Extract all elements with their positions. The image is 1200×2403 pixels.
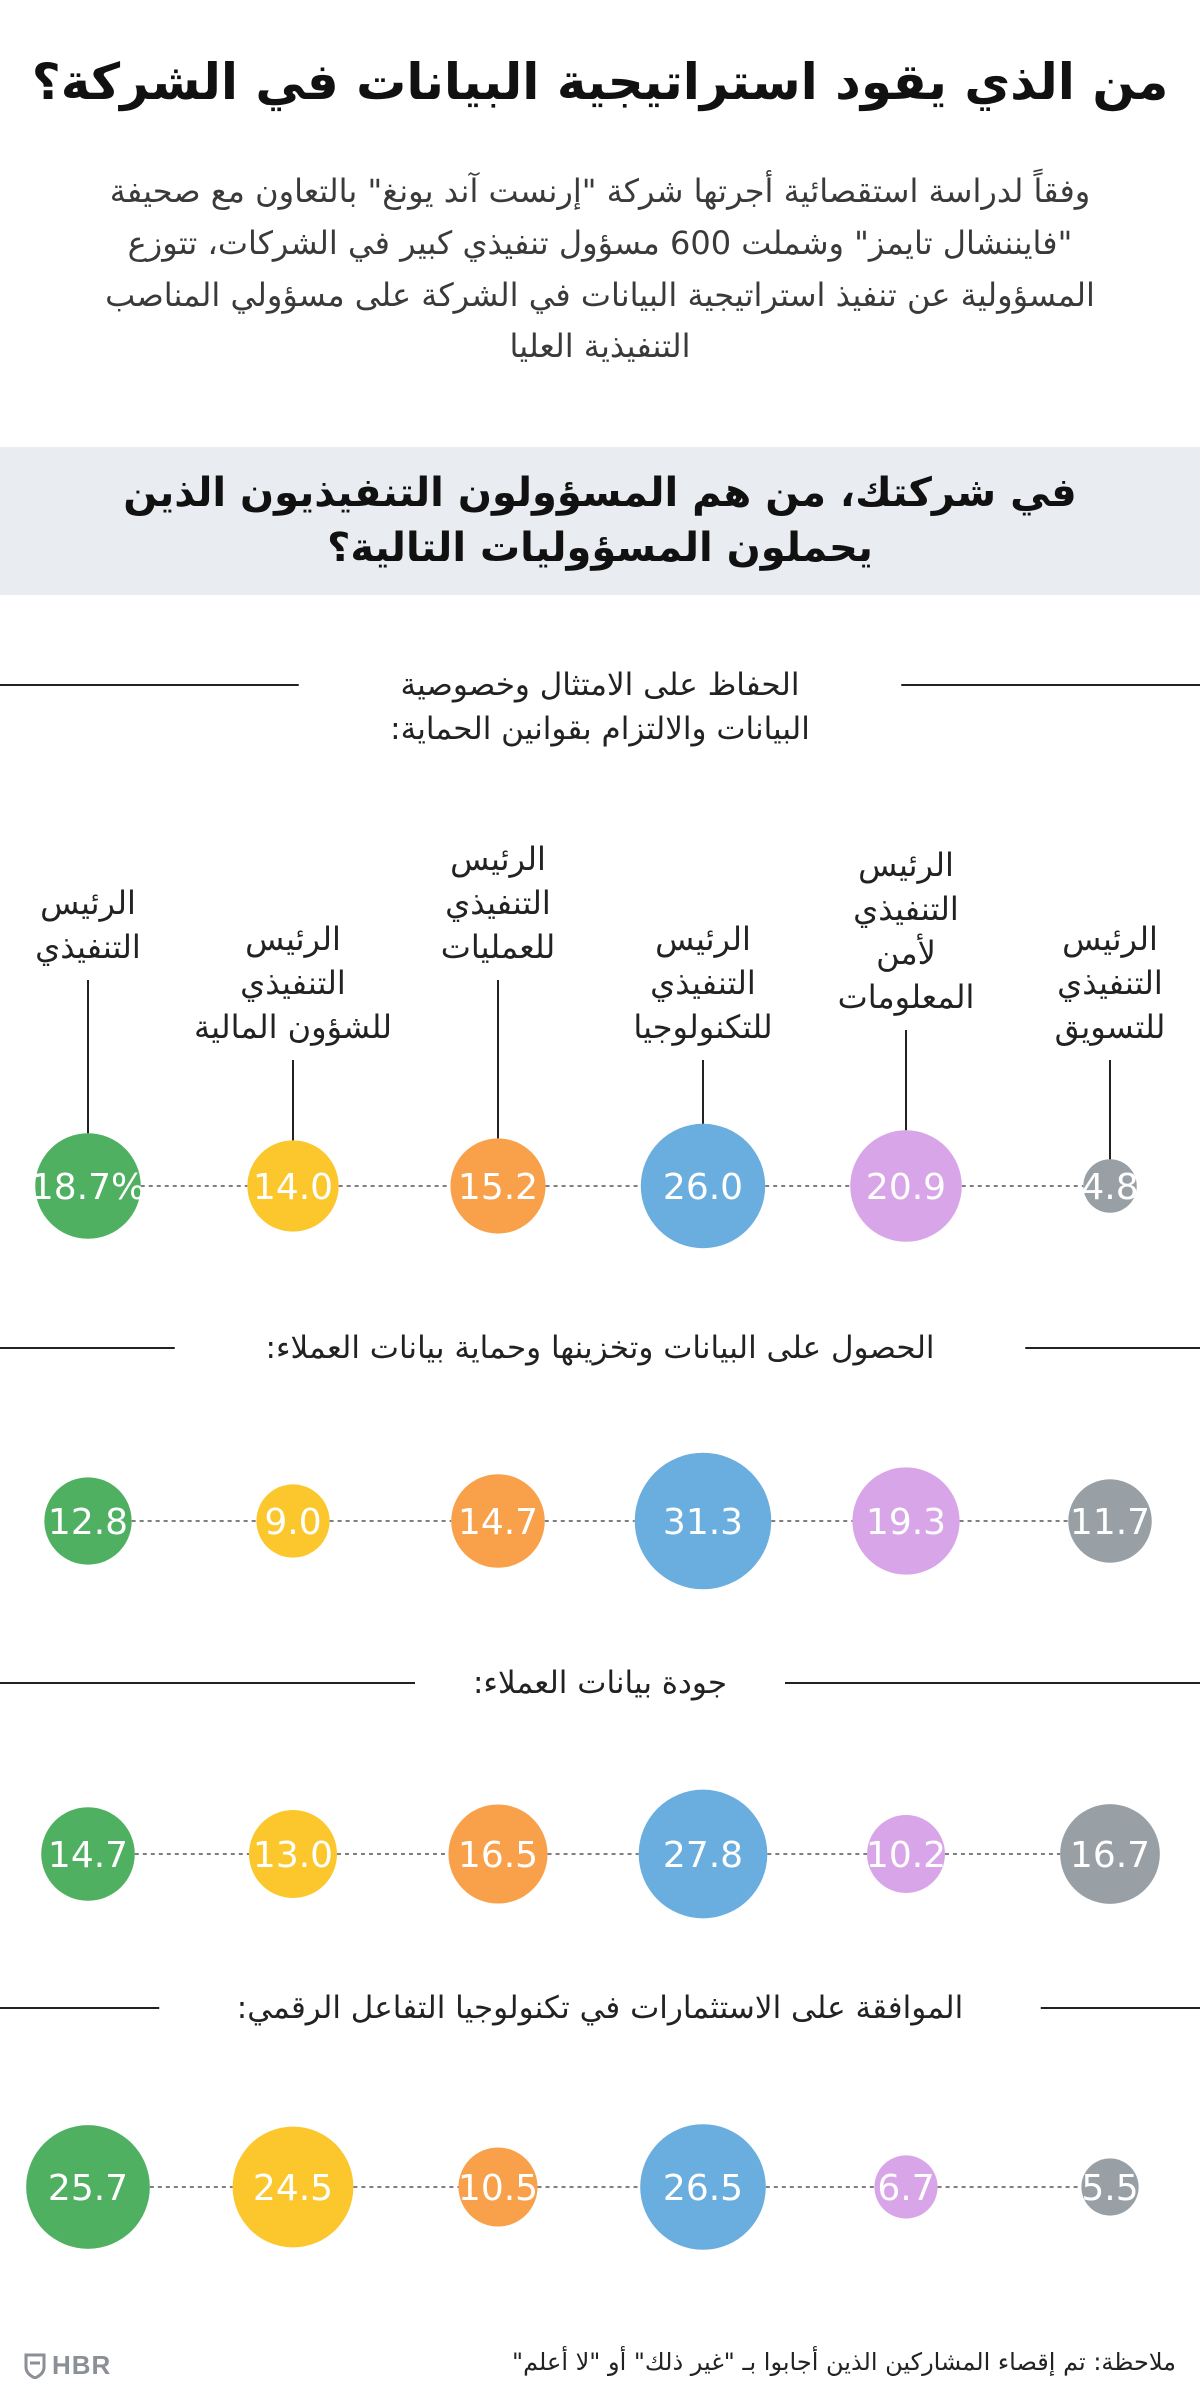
bubble-value-label: 25.7 bbox=[48, 2168, 128, 2209]
bubble-value-label: 11.7 bbox=[1070, 1502, 1150, 1543]
bubble bbox=[867, 1815, 945, 1893]
shield-icon bbox=[24, 2353, 46, 2379]
footnote: ملاحظة: تم إقصاء المشاركين الذين أجابوا … bbox=[512, 2348, 1176, 2376]
question-heading: في شركتك، من هم المسؤولون التنفيذيون الذ… bbox=[123, 469, 1077, 571]
section-label: الحصول على البيانات وتخزينها وحماية بيان… bbox=[266, 1330, 935, 1366]
bubble bbox=[35, 1133, 141, 1239]
hbr-logo: HBR bbox=[24, 2350, 111, 2381]
bubble bbox=[458, 2147, 538, 2227]
bubble bbox=[638, 1789, 768, 1919]
section-label: جودة بيانات العملاء: bbox=[473, 1665, 727, 1701]
section-label: الموافقة على الاستثمارات في تكنولوجيا ال… bbox=[237, 1990, 963, 2026]
bubble bbox=[44, 1477, 132, 1565]
bubble bbox=[41, 1807, 135, 1901]
category-label: الرئيس التنفيذي للشؤون المالية bbox=[194, 920, 392, 1046]
bubble-value-label: 24.5 bbox=[253, 2168, 333, 2209]
bubble bbox=[640, 2124, 766, 2250]
category-label: الرئيس التنفيذي للعمليات bbox=[441, 840, 555, 966]
bubble bbox=[1060, 1804, 1160, 1904]
bubble bbox=[450, 1138, 546, 1234]
bubble-value-label: 18.7% bbox=[31, 1167, 145, 1208]
bubble bbox=[26, 2125, 150, 2249]
bubble bbox=[850, 1130, 962, 1242]
logo-text: HBR bbox=[52, 2350, 112, 2380]
bubble-value-label: 6.7 bbox=[877, 2168, 934, 2209]
bubble-value-label: 14.0 bbox=[253, 1167, 333, 1208]
bubble bbox=[1083, 1159, 1137, 1213]
bubble-value-label: 5.5 bbox=[1081, 2168, 1138, 2209]
bubble bbox=[247, 1140, 339, 1232]
bubble bbox=[1068, 1479, 1152, 1563]
category-label: الرئيس التنفيذي للتكنولوجيا bbox=[633, 920, 772, 1046]
bubble-value-label: 9.0 bbox=[264, 1502, 321, 1543]
bubble bbox=[232, 2126, 354, 2248]
question-band: في شركتك، من هم المسؤولون التنفيذيون الذ… bbox=[0, 447, 1200, 595]
bubble-value-label: 31.3 bbox=[663, 1502, 743, 1543]
category-label: الرئيس التنفيذي لأمن المعلومات bbox=[838, 846, 975, 1016]
footer: HBR ملاحظة: تم إقصاء المشاركين الذين أجا… bbox=[0, 2340, 1200, 2400]
bubble-value-label: 14.7 bbox=[48, 1835, 128, 1876]
bubble bbox=[640, 1123, 766, 1249]
category-label: الرئيس التنفيذي bbox=[35, 884, 141, 966]
bubble bbox=[448, 1804, 548, 1904]
bubble-value-label: 10.2 bbox=[866, 1835, 946, 1876]
bubble-value-label: 26.0 bbox=[663, 1167, 743, 1208]
bubble bbox=[249, 1810, 337, 1898]
bubble-value-label: 13.0 bbox=[253, 1835, 333, 1876]
bubble bbox=[256, 1484, 330, 1558]
bubble-value-label: 15.2 bbox=[458, 1167, 538, 1208]
bubble bbox=[634, 1452, 772, 1590]
bubble bbox=[852, 1467, 960, 1575]
bubble-value-label: 26.5 bbox=[663, 2168, 743, 2209]
bubble-value-label: 10.5 bbox=[458, 2168, 538, 2209]
bubble-value-label: 16.7 bbox=[1070, 1835, 1150, 1876]
bubble-value-label: 19.3 bbox=[866, 1502, 946, 1543]
bubble bbox=[1081, 2158, 1139, 2216]
bubble bbox=[451, 1474, 545, 1568]
bubble-value-label: 16.5 bbox=[458, 1835, 538, 1876]
category-label: الرئيس التنفيذي للتسويق bbox=[1055, 920, 1166, 1046]
bubble-value-label: 27.8 bbox=[663, 1835, 743, 1876]
bubble-value-label: 12.8 bbox=[48, 1502, 128, 1543]
bubble-value-label: 20.9 bbox=[866, 1167, 946, 1208]
bubble-value-label: 14.7 bbox=[458, 1502, 538, 1543]
bubble bbox=[874, 2155, 938, 2219]
bubble-value-label: 4.8 bbox=[1081, 1167, 1138, 1208]
intro-text: وفقاً لدراسة استقصائية أجرتها شركة "إرنس… bbox=[105, 172, 1095, 366]
section-label: الحفاظ على الامتثال وخصوصية البيانات والا… bbox=[390, 667, 810, 747]
page-title: من الذي يقود استراتيجية البيانات في الشر… bbox=[31, 53, 1169, 111]
